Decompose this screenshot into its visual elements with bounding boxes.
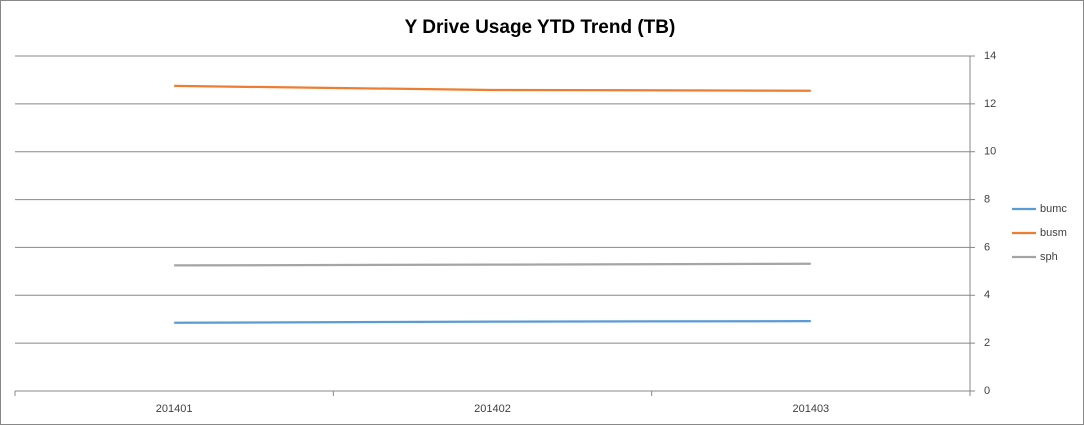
y-tick-label: 12 <box>984 98 996 110</box>
series-line <box>174 84 811 92</box>
y-tick-label: 10 <box>984 146 996 158</box>
legend-label: sph <box>1040 251 1058 263</box>
series-line <box>174 320 811 324</box>
y-tick-label: 14 <box>984 50 996 62</box>
legend-label: busm <box>1040 227 1067 239</box>
y-tick-label: 6 <box>984 241 990 253</box>
legend-label: bumc <box>1040 203 1067 215</box>
x-tick-label: 201401 <box>156 403 193 415</box>
y-tick-label: 4 <box>984 289 990 301</box>
y-tick-label: 0 <box>984 385 990 397</box>
series-line <box>174 262 811 267</box>
x-tick-label: 201403 <box>792 403 829 415</box>
y-tick-label: 8 <box>984 193 990 205</box>
y-tick-label: 2 <box>984 337 990 349</box>
chart-title: Y Drive Usage YTD Trend (TB) <box>405 17 676 38</box>
x-tick-label: 201402 <box>474 403 511 415</box>
